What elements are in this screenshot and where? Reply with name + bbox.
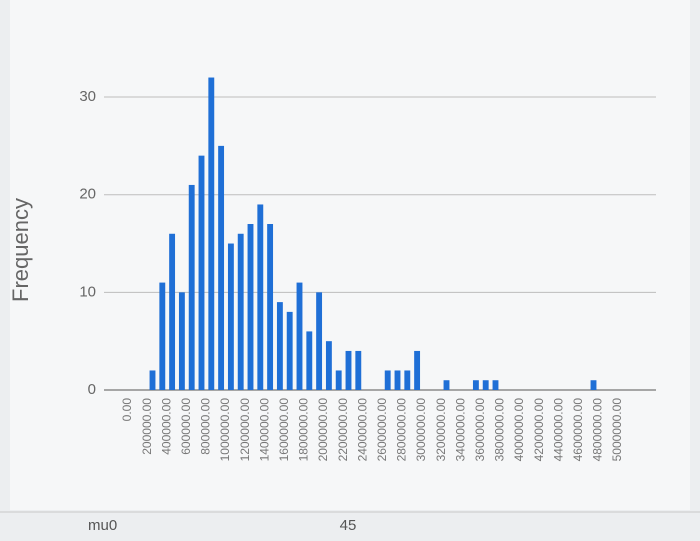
- bar: [335, 370, 342, 390]
- x-tick-label: 1000000.00: [218, 398, 232, 462]
- bar: [414, 350, 421, 390]
- y-tick-label: 0: [88, 381, 96, 398]
- bar: [247, 224, 254, 390]
- x-tick-label: 1800000.00: [297, 398, 311, 462]
- footer-value: 45: [340, 517, 357, 534]
- bar: [296, 282, 303, 390]
- x-tick-label: 200000.00: [140, 398, 154, 455]
- y-tick-label: 20: [79, 186, 96, 203]
- x-tick-label: 1600000.00: [277, 398, 291, 462]
- bar: [159, 282, 166, 390]
- bar: [169, 233, 176, 390]
- x-tick-label: 3000000.00: [414, 398, 428, 462]
- bar: [325, 341, 332, 390]
- bar: [316, 292, 323, 390]
- bar: [257, 204, 264, 390]
- chart-panel: [10, 0, 690, 510]
- bar: [227, 243, 234, 390]
- x-tick-label: 2800000.00: [395, 398, 409, 462]
- x-tick-label: 1400000.00: [257, 398, 271, 462]
- bar: [286, 311, 293, 390]
- x-tick-label: 2200000.00: [336, 398, 350, 462]
- x-tick-label: 4400000.00: [551, 398, 565, 462]
- y-tick-label: 10: [79, 283, 96, 300]
- bar: [218, 145, 225, 390]
- bar: [394, 370, 401, 390]
- bar: [472, 380, 479, 390]
- y-tick-label: 30: [79, 88, 96, 105]
- x-tick-label: 3400000.00: [453, 398, 467, 462]
- x-tick-label: 3800000.00: [493, 398, 507, 462]
- x-tick-label: 4000000.00: [512, 398, 526, 462]
- bar: [404, 370, 411, 390]
- x-tick-label: 2400000.00: [355, 398, 369, 462]
- bar: [276, 302, 283, 390]
- x-tick-label: 1200000.00: [238, 398, 252, 462]
- bar: [198, 155, 205, 390]
- bar: [306, 331, 313, 390]
- bar: [178, 292, 185, 390]
- y-axis-label: Frequency: [8, 198, 33, 302]
- bar: [443, 380, 450, 390]
- bar: [237, 233, 244, 390]
- bar: [188, 184, 195, 390]
- bar: [355, 350, 362, 390]
- x-tick-label: 4800000.00: [591, 398, 605, 462]
- x-tick-label: 0.00: [120, 398, 134, 422]
- x-tick-label: 2000000.00: [316, 398, 330, 462]
- bar: [345, 350, 352, 390]
- bar: [267, 224, 274, 390]
- x-tick-label: 400000.00: [159, 398, 173, 455]
- x-tick-label: 600000.00: [179, 398, 193, 455]
- bar: [590, 380, 597, 390]
- bar: [384, 370, 391, 390]
- x-tick-label: 800000.00: [199, 398, 213, 455]
- x-tick-label: 3600000.00: [473, 398, 487, 462]
- bar: [492, 380, 499, 390]
- bar: [208, 77, 215, 390]
- x-tick-label: 4600000.00: [571, 398, 585, 462]
- x-tick-label: 2600000.00: [375, 398, 389, 462]
- x-tick-label: 5000000.00: [610, 398, 624, 462]
- bar: [482, 380, 489, 390]
- x-tick-label: 4200000.00: [532, 398, 546, 462]
- bar: [149, 370, 156, 390]
- footer-label: mu0: [88, 517, 117, 534]
- x-tick-label: 3200000.00: [434, 398, 448, 462]
